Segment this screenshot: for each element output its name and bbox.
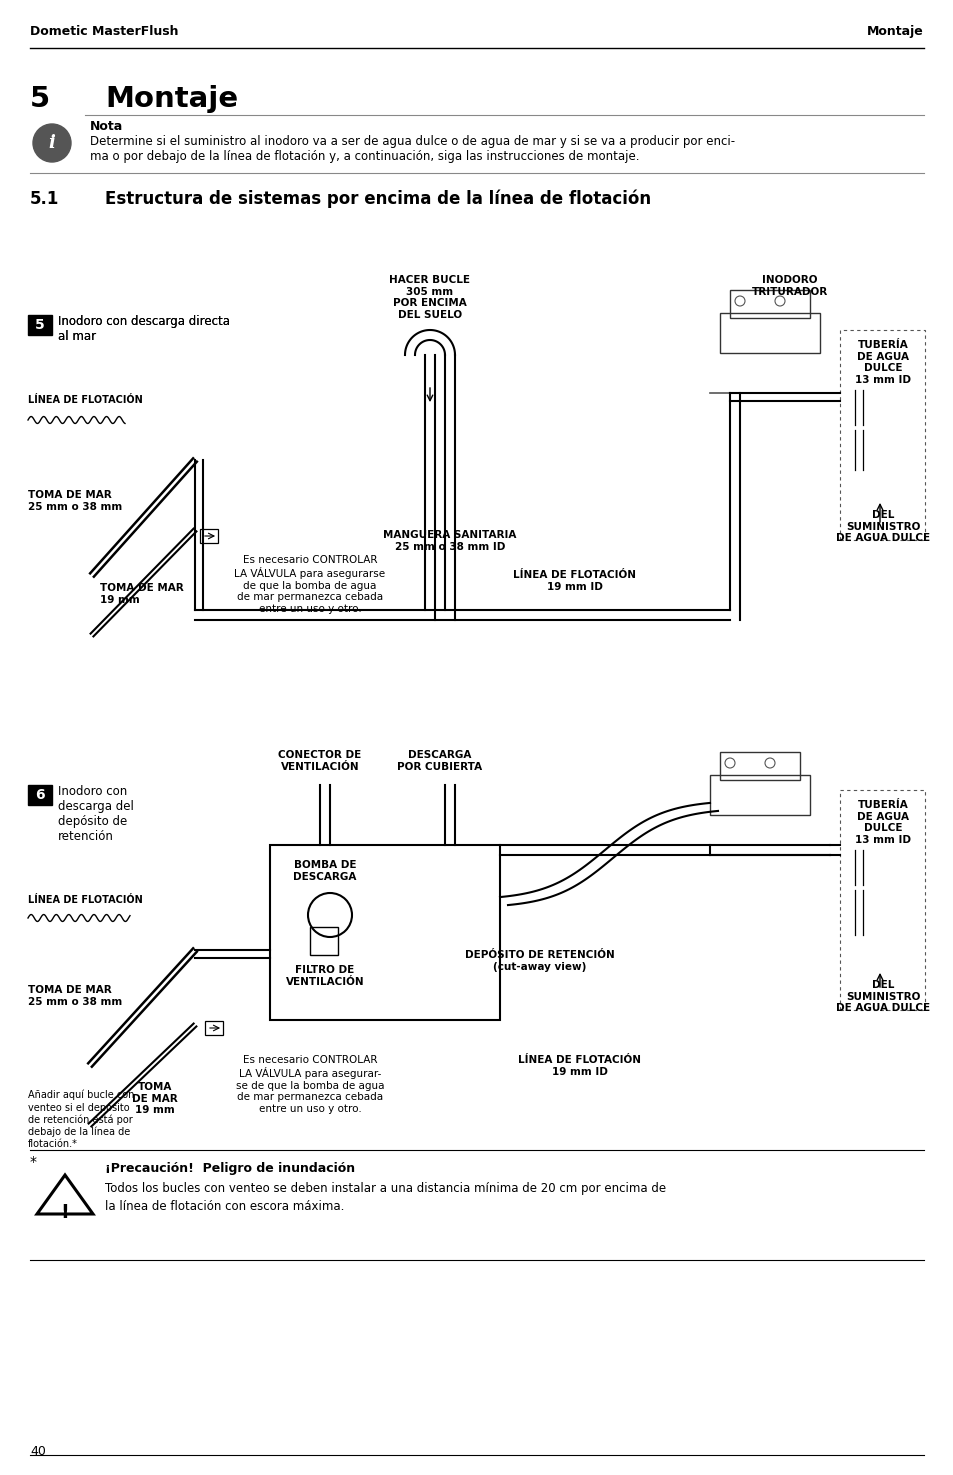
Bar (28, 785, 52, 805)
Text: TUBERÍA
DE AGUA
DULCE
13 mm ID: TUBERÍA DE AGUA DULCE 13 mm ID (854, 341, 910, 385)
Text: DESCARGA
POR CUBIERTA: DESCARGA POR CUBIERTA (397, 749, 482, 771)
Bar (205, 1021, 223, 1035)
Text: TOMA DE MAR
25 mm o 38 mm: TOMA DE MAR 25 mm o 38 mm (28, 985, 122, 1006)
Text: Todos los bucles con venteo se deben instalar a una distancia mínima de 20 cm po: Todos los bucles con venteo se deben ins… (105, 1181, 665, 1195)
Text: FILTRO DE
VENTILACIÓN: FILTRO DE VENTILACIÓN (285, 965, 364, 987)
Text: HACER BUCLE
305 mm
POR ENCIMA
DEL SUELO: HACER BUCLE 305 mm POR ENCIMA DEL SUELO (389, 274, 470, 320)
Text: Dometic MasterFlush: Dometic MasterFlush (30, 25, 178, 38)
Bar (270, 845, 499, 1021)
Text: i: i (49, 134, 55, 152)
Circle shape (33, 124, 71, 162)
Text: !: ! (60, 1204, 70, 1223)
Text: Inodoro con descarga directa
al mar: Inodoro con descarga directa al mar (58, 316, 230, 344)
Text: ¡Precaución!  Peligro de inundación: ¡Precaución! Peligro de inundación (105, 1162, 355, 1176)
Text: 5: 5 (30, 86, 51, 114)
Text: Determine si el suministro al inodoro va a ser de agua dulce o de agua de mar y : Determine si el suministro al inodoro va… (90, 136, 735, 148)
Text: ma o por debajo de la línea de flotación y, a continuación, siga las instruccion: ma o por debajo de la línea de flotación… (90, 150, 639, 164)
Bar (200, 530, 218, 543)
Text: DEL
SUMINISTRO
DE AGUA DULCE: DEL SUMINISTRO DE AGUA DULCE (835, 979, 929, 1013)
Text: LÍNEA DE FLOTACIÓN
19 mm ID: LÍNEA DE FLOTACIÓN 19 mm ID (518, 1055, 640, 1077)
Bar (310, 926, 337, 954)
Bar (729, 291, 809, 319)
Bar (28, 316, 52, 335)
Text: Nota: Nota (90, 119, 123, 133)
Text: Añadir aquí bucle con
venteo si el depósito
de retención está por
debajo de la l: Añadir aquí bucle con venteo si el depós… (28, 1090, 134, 1149)
Text: *: * (30, 1155, 37, 1170)
Text: Estructura de sistemas por encima de la línea de flotación: Estructura de sistemas por encima de la … (105, 190, 651, 208)
Bar (720, 752, 800, 780)
Text: TOMA DE MAR
19 mm: TOMA DE MAR 19 mm (100, 583, 184, 605)
Text: la línea de flotación con escora máxima.: la línea de flotación con escora máxima. (105, 1201, 344, 1212)
Text: Es necesario CONTROLAR
LA VÁLVULA para asegurar-
se de que la bomba de agua
de m: Es necesario CONTROLAR LA VÁLVULA para a… (235, 1055, 384, 1114)
Text: TUBERÍA
DE AGUA
DULCE
13 mm ID: TUBERÍA DE AGUA DULCE 13 mm ID (854, 799, 910, 845)
Text: MANGUERA SANITARIA
25 mm o 38 mm ID: MANGUERA SANITARIA 25 mm o 38 mm ID (383, 530, 517, 552)
Text: Es necesario CONTROLAR
LA VÁLVULA para asegurarse
de que la bomba de agua
de mar: Es necesario CONTROLAR LA VÁLVULA para a… (234, 555, 385, 614)
Text: Montaje: Montaje (866, 25, 923, 38)
Text: DEPÓSITO DE RETENCIÓN
(cut-away view): DEPÓSITO DE RETENCIÓN (cut-away view) (465, 950, 615, 972)
Text: TOMA DE MAR
25 mm o 38 mm: TOMA DE MAR 25 mm o 38 mm (28, 490, 122, 512)
Text: CONECTOR DE
VENTILACIÓN: CONECTOR DE VENTILACIÓN (278, 749, 361, 771)
Text: LÍNEA DE FLOTACIÓN: LÍNEA DE FLOTACIÓN (28, 895, 143, 906)
Text: 6: 6 (35, 788, 45, 802)
Text: 5.1: 5.1 (30, 190, 59, 208)
Bar (840, 330, 924, 540)
Text: 5: 5 (35, 319, 45, 332)
Text: TOMA
DE MAR
19 mm: TOMA DE MAR 19 mm (132, 1083, 177, 1115)
Text: LÍNEA DE FLOTACIÓN: LÍNEA DE FLOTACIÓN (28, 395, 143, 406)
Text: LÍNEA DE FLOTACIÓN
19 mm ID: LÍNEA DE FLOTACIÓN 19 mm ID (513, 569, 636, 591)
Text: INODORO
TRITURADOR: INODORO TRITURADOR (751, 274, 827, 296)
Text: Inodoro con
descarga del
depósito de
retención: Inodoro con descarga del depósito de ret… (58, 785, 133, 844)
Text: Montaje: Montaje (105, 86, 238, 114)
Bar (840, 791, 924, 1010)
Text: Inodoro con descarga directa
al mar: Inodoro con descarga directa al mar (58, 316, 230, 344)
Text: DEL
SUMINISTRO
DE AGUA DULCE: DEL SUMINISTRO DE AGUA DULCE (835, 510, 929, 543)
Text: 40: 40 (30, 1446, 46, 1457)
Text: BOMBA DE
DESCARGA: BOMBA DE DESCARGA (293, 860, 356, 882)
Bar (709, 774, 809, 816)
Bar (720, 313, 820, 353)
